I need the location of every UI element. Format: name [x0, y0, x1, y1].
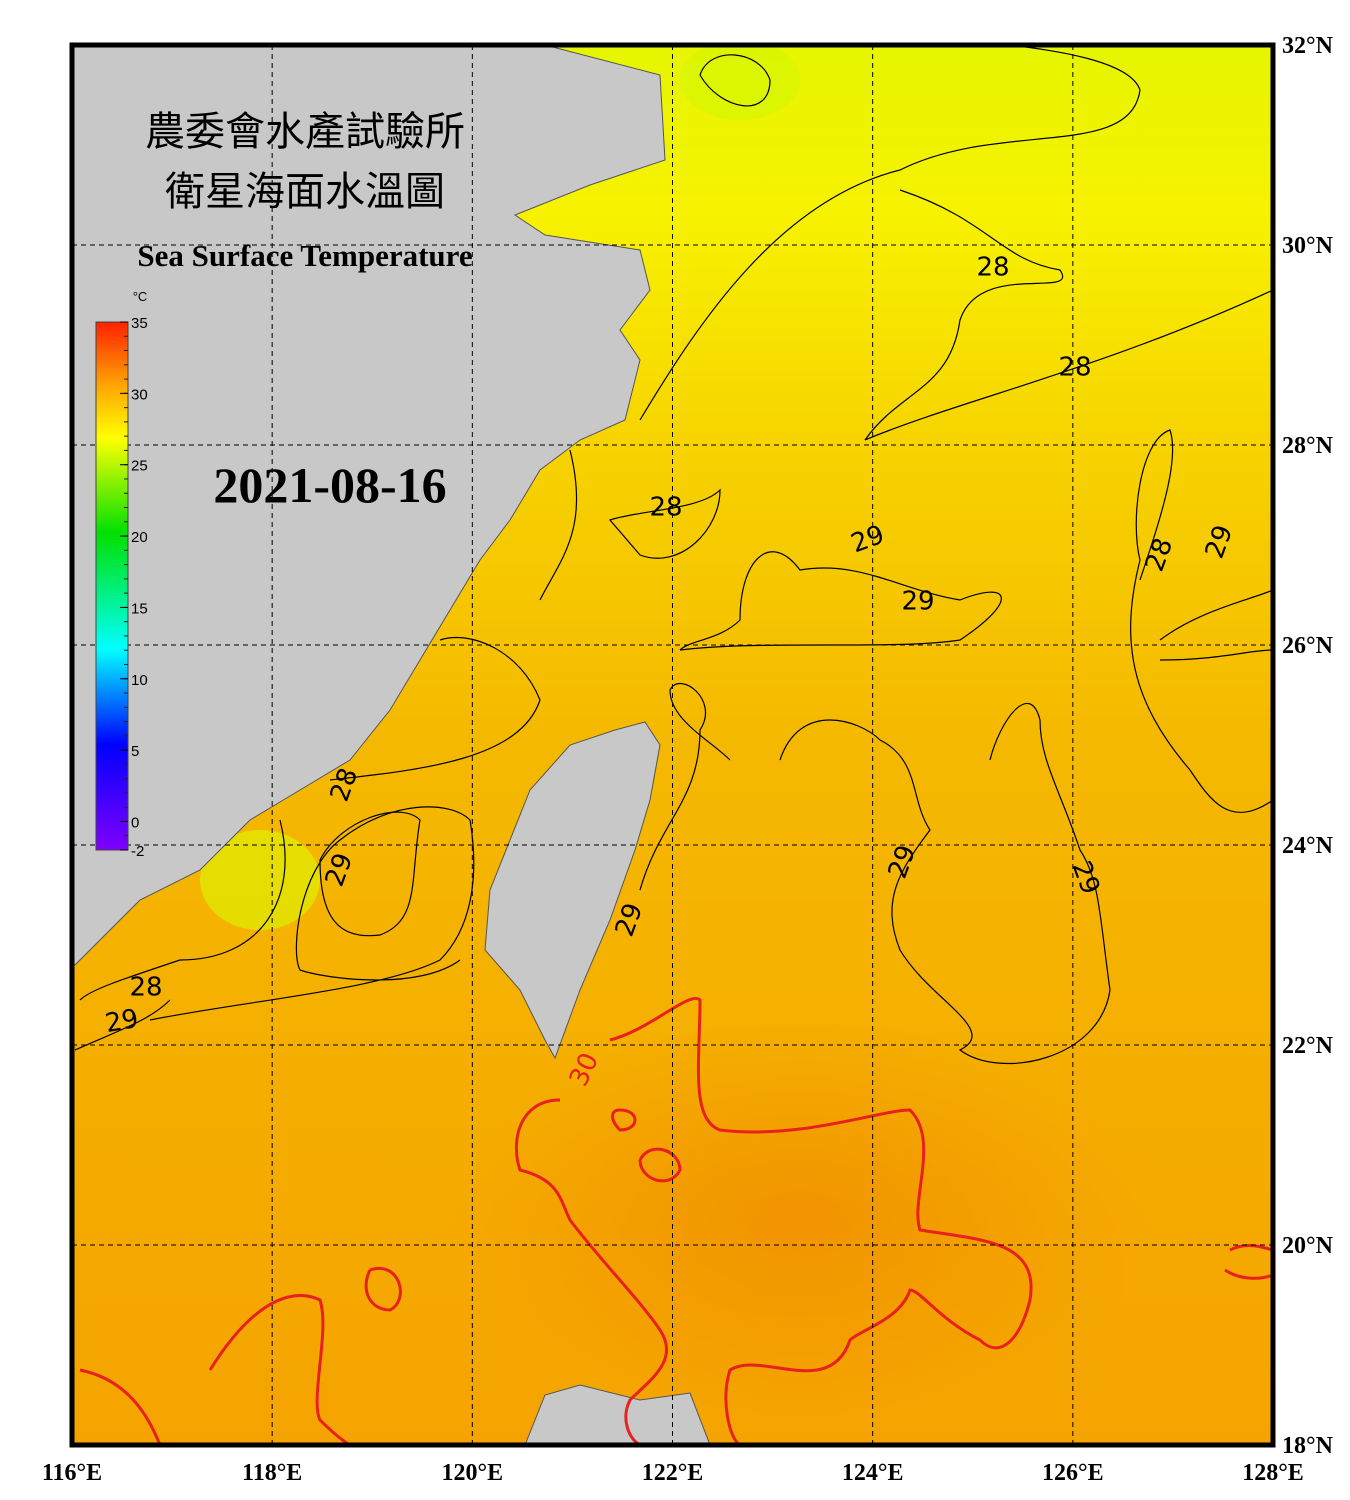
cool-area: [680, 45, 800, 120]
contour-label: 28: [976, 253, 1009, 283]
title-zh-2: 衛星海面水溫圖: [165, 169, 445, 215]
title-zh-1: 農委會水產試驗所: [145, 109, 465, 155]
colorbar-tick-label: 35: [131, 315, 148, 332]
lat-label: 30°N: [1282, 233, 1334, 259]
warm-area: [450, 1020, 1150, 1420]
map-area: [72, 45, 1273, 1445]
lon-label: 122°E: [642, 1460, 704, 1486]
lat-label: 32°N: [1282, 33, 1334, 59]
title-en: Sea Surface Temperature: [137, 238, 472, 273]
colorbar-tick-label: -2: [131, 843, 144, 860]
lat-label: 26°N: [1282, 633, 1334, 659]
colorbar-tick-label: 25: [131, 458, 148, 475]
colorbar-tick-label: 5: [131, 743, 139, 760]
colorbar-unit: °C: [133, 289, 148, 304]
land-china: [72, 45, 666, 966]
colorbar: [95, 321, 129, 851]
cool-area: [200, 830, 320, 930]
land-luzon: [524, 1384, 711, 1445]
lon-label: 116°E: [42, 1460, 102, 1486]
colorbar-tick-label: 30: [131, 386, 148, 403]
lat-label: 18°N: [1282, 1433, 1334, 1459]
lon-label: 126°E: [1042, 1460, 1104, 1486]
colorbar-tick-label: 0: [131, 814, 139, 831]
contour-label: 28: [129, 973, 162, 1003]
colorbar-tick-label: 10: [131, 672, 148, 689]
contour-label: 29: [901, 587, 934, 617]
colorbar-tick-label: 15: [131, 600, 148, 617]
lat-label: 22°N: [1282, 1033, 1334, 1059]
contour-label: 28: [1058, 353, 1091, 383]
lat-label: 24°N: [1282, 833, 1334, 859]
land-taiwan: [484, 721, 661, 1060]
contour-label: 29: [103, 1004, 141, 1039]
lon-label: 124°E: [842, 1460, 904, 1486]
colorbar-tick-label: 20: [131, 529, 148, 546]
lon-label: 128°E: [1242, 1460, 1304, 1486]
lat-label: 20°N: [1282, 1233, 1334, 1259]
lon-label: 118°E: [242, 1460, 302, 1486]
lat-label: 28°N: [1282, 433, 1334, 459]
date: 2021-08-16: [213, 457, 446, 513]
contour-label: 28: [649, 493, 682, 523]
lon-label: 120°E: [442, 1460, 504, 1486]
